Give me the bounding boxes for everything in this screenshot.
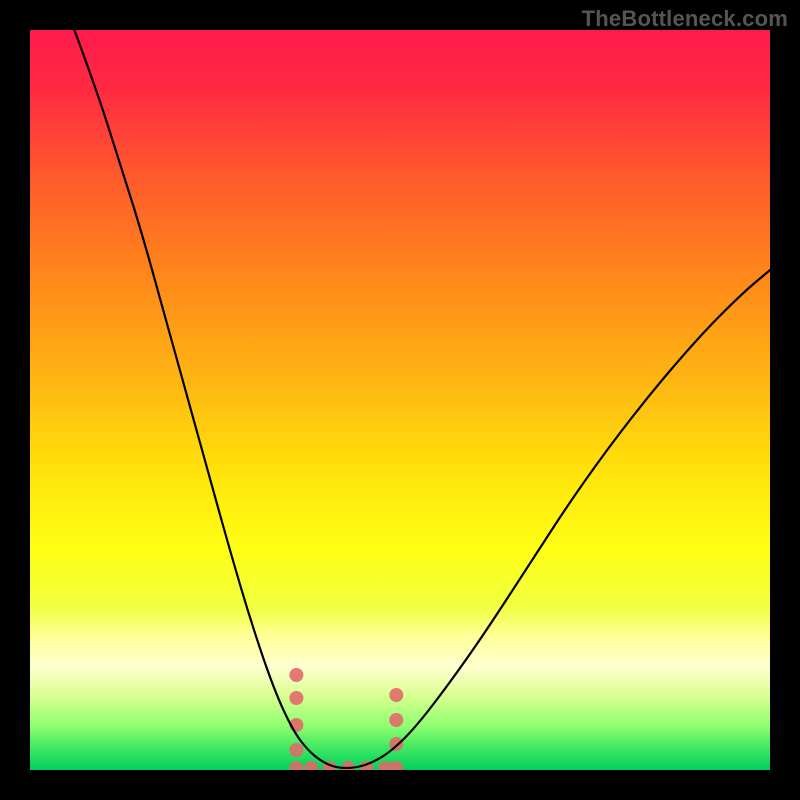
gradient-background [30,30,770,770]
chart-frame: TheBottleneck.com [0,0,800,800]
plot-area [30,30,770,770]
marker-dot [389,713,403,727]
marker-dot [389,688,403,702]
marker-dot [289,668,303,682]
marker-dot [289,691,303,705]
watermark-label: TheBottleneck.com [582,6,788,32]
marker-dot [289,743,303,757]
bottleneck-chart [30,30,770,770]
